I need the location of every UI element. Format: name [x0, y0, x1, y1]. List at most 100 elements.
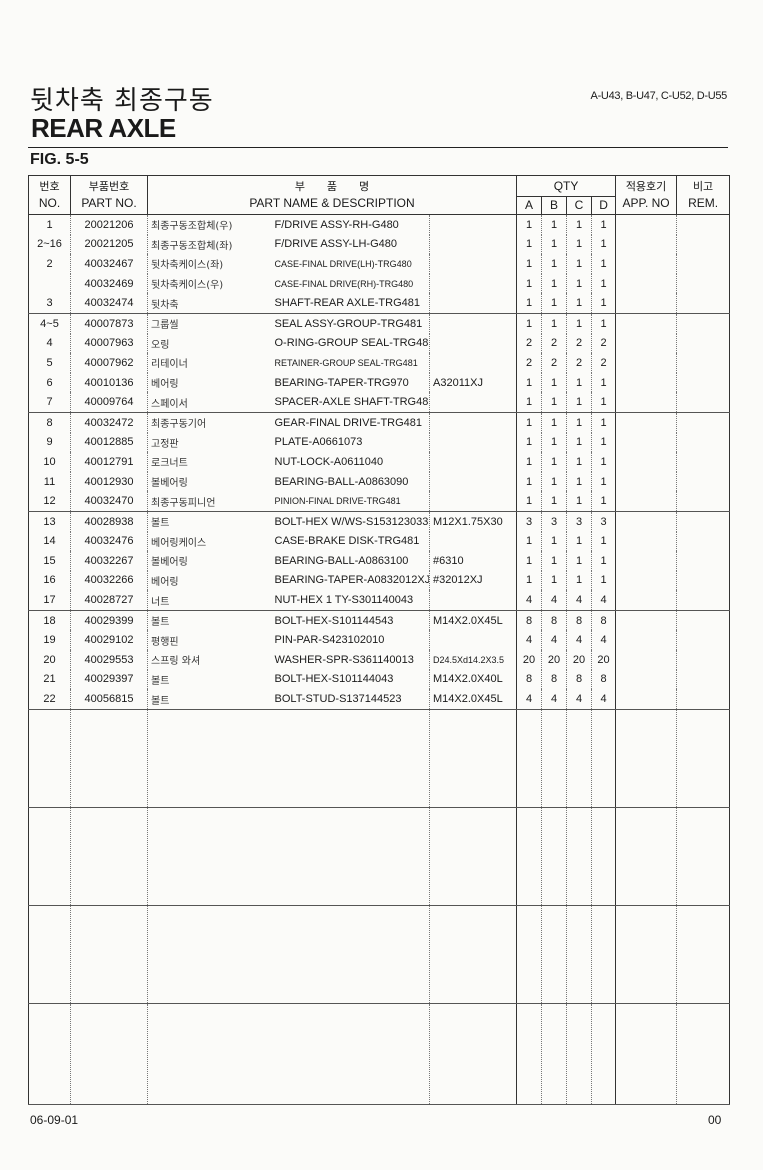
part-spec	[428, 293, 518, 314]
qty-a: 2	[516, 333, 543, 354]
part-name-english: CASE-BRAKE DISK-TRG481	[271, 531, 430, 552]
empty-cell	[541, 1003, 568, 1105]
remarks	[676, 293, 731, 314]
header-qty-b: B	[541, 196, 568, 215]
item-number: 4	[28, 333, 71, 354]
remarks	[676, 372, 731, 393]
header-remarks: 비고 REM.	[676, 175, 731, 215]
qty-d: 2	[591, 333, 617, 354]
qty-a: 1	[516, 293, 543, 314]
table-row: 18 40029399 볼트 BOLT-HEX-S101144543 M14X2.0X4…	[28, 610, 731, 631]
empty-cell	[516, 709, 543, 808]
item-number: 8	[28, 412, 71, 433]
part-name-korean: 오링	[147, 333, 272, 354]
table-row: 12 40032470 최종구동피니언 PINION-FINAL DRIVE-TRG4…	[28, 491, 731, 512]
qty-b: 1	[541, 432, 568, 453]
qty-b: 1	[541, 531, 568, 552]
part-name-korean: 볼트	[147, 689, 272, 710]
empty-cell	[541, 905, 568, 1004]
app-no	[615, 610, 678, 631]
remarks	[676, 630, 731, 651]
part-spec: D24.5Xd14.2X3.5	[428, 650, 518, 670]
qty-c: 1	[566, 432, 593, 453]
qty-b: 1	[541, 372, 568, 393]
empty-cell	[676, 807, 731, 906]
qty-a: 20	[516, 650, 543, 670]
part-name-korean: 리테이너	[147, 353, 272, 373]
qty-d: 1	[591, 214, 617, 235]
app-no	[615, 353, 678, 373]
item-number: 11	[28, 471, 71, 492]
part-number: 40029397	[70, 669, 148, 690]
page-title-korean: 뒷차축 최종구동	[30, 86, 214, 116]
remarks	[676, 689, 731, 710]
qty-a: 4	[516, 630, 543, 651]
page-number: 00	[708, 1113, 722, 1127]
empty-cell	[676, 905, 731, 1004]
remarks	[676, 471, 731, 492]
part-spec	[428, 392, 518, 413]
remarks	[676, 669, 731, 690]
qty-a: 1	[516, 471, 543, 492]
qty-d: 1	[591, 313, 617, 334]
part-spec: M14X2.0X45L	[428, 610, 518, 631]
part-name-english: SHAFT-REAR AXLE-TRG481	[271, 293, 430, 314]
empty-cell	[70, 807, 148, 906]
item-number: 3	[28, 293, 71, 314]
app-no	[615, 590, 678, 611]
part-number: 40029553	[70, 650, 148, 670]
table-row: 21 40029397 볼트 BOLT-HEX-S101144043 M14X2.0X4…	[28, 669, 731, 690]
table-row: 9 40012885 고정판 PLATE-A0661073 1 1 1 1	[28, 432, 731, 453]
empty-cell	[566, 807, 593, 906]
remarks	[676, 650, 731, 670]
qty-d: 1	[591, 491, 617, 512]
qty-d: 4	[591, 689, 617, 710]
qty-c: 1	[566, 313, 593, 334]
remarks	[676, 353, 731, 373]
part-spec	[428, 234, 518, 255]
qty-c: 4	[566, 630, 593, 651]
item-number: 10	[28, 452, 71, 472]
part-name-korean: 볼베어링	[147, 551, 272, 571]
qty-b: 1	[541, 273, 568, 294]
header-qty-a: A	[516, 196, 543, 215]
part-spec: #32012XJ	[428, 570, 518, 591]
qty-d: 1	[591, 392, 617, 413]
item-number: 4~5	[28, 313, 71, 334]
table-row: 1 20021206 최종구동조합체(우) F/DRIVE ASSY-RH-G480 1…	[28, 214, 731, 235]
table-row: 19 40029102 평행핀 PIN-PAR-S423102010 4 4 4 4	[28, 630, 731, 651]
qty-b: 1	[541, 392, 568, 413]
part-name-english: F/DRIVE ASSY-LH-G480	[271, 234, 430, 255]
empty-cell	[28, 807, 71, 906]
part-name-english: BEARING-TAPER-TRG970	[271, 372, 430, 393]
part-name-english: SPACER-AXLE SHAFT-TRG481	[271, 392, 430, 413]
qty-c: 1	[566, 234, 593, 255]
part-number: 40012885	[70, 432, 148, 453]
empty-cell	[615, 709, 678, 808]
part-number: 40029399	[70, 610, 148, 631]
empty-table-block	[28, 905, 731, 1004]
qty-a: 1	[516, 234, 543, 255]
remarks	[676, 610, 731, 631]
header-no: 번호 NO.	[28, 175, 71, 215]
qty-b: 2	[541, 353, 568, 373]
qty-b: 2	[541, 333, 568, 354]
item-number: 17	[28, 590, 71, 611]
part-name-korean: 볼트	[147, 610, 272, 631]
empty-cell	[147, 1003, 272, 1105]
empty-cell	[591, 709, 617, 808]
empty-cell	[615, 905, 678, 1004]
qty-b: 1	[541, 551, 568, 571]
remarks	[676, 551, 731, 571]
part-name-korean: 뒷차축케이스(좌)	[147, 254, 272, 274]
empty-cell	[28, 1003, 71, 1105]
qty-a: 8	[516, 610, 543, 631]
qty-c: 1	[566, 471, 593, 492]
empty-cell	[70, 709, 148, 808]
app-no	[615, 630, 678, 651]
table-row: 10 40012791 로크너트 NUT-LOCK-A0611040 1 1 1 1	[28, 452, 731, 472]
part-spec	[428, 432, 518, 453]
part-name-english: O-RING-GROUP SEAL-TRG481	[271, 333, 430, 354]
empty-cell	[428, 709, 518, 808]
app-no	[615, 372, 678, 393]
